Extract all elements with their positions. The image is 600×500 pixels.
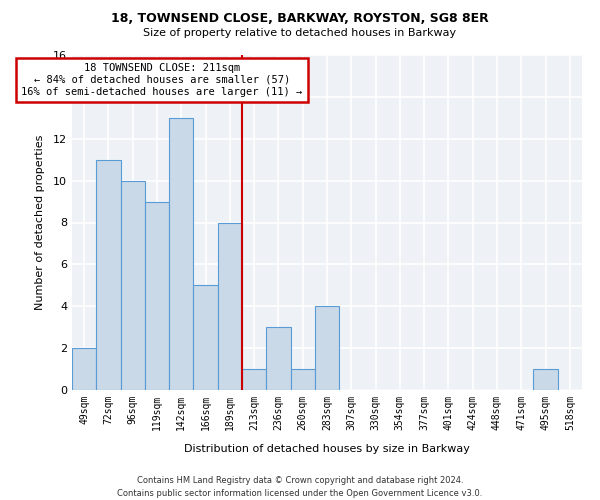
Y-axis label: Number of detached properties: Number of detached properties xyxy=(35,135,44,310)
Bar xyxy=(169,118,193,390)
Text: 18 TOWNSEND CLOSE: 211sqm
← 84% of detached houses are smaller (57)
16% of semi-: 18 TOWNSEND CLOSE: 211sqm ← 84% of detac… xyxy=(21,64,302,96)
Bar xyxy=(193,286,218,390)
Bar xyxy=(242,369,266,390)
Bar xyxy=(266,327,290,390)
Bar xyxy=(72,348,96,390)
Text: 18, TOWNSEND CLOSE, BARKWAY, ROYSTON, SG8 8ER: 18, TOWNSEND CLOSE, BARKWAY, ROYSTON, SG… xyxy=(111,12,489,26)
Text: Contains HM Land Registry data © Crown copyright and database right 2024.
Contai: Contains HM Land Registry data © Crown c… xyxy=(118,476,482,498)
Bar xyxy=(96,160,121,390)
Bar xyxy=(290,369,315,390)
Bar xyxy=(218,222,242,390)
Bar xyxy=(315,306,339,390)
X-axis label: Distribution of detached houses by size in Barkway: Distribution of detached houses by size … xyxy=(184,444,470,454)
Bar xyxy=(121,180,145,390)
Text: Size of property relative to detached houses in Barkway: Size of property relative to detached ho… xyxy=(143,28,457,38)
Bar xyxy=(145,202,169,390)
Bar xyxy=(533,369,558,390)
